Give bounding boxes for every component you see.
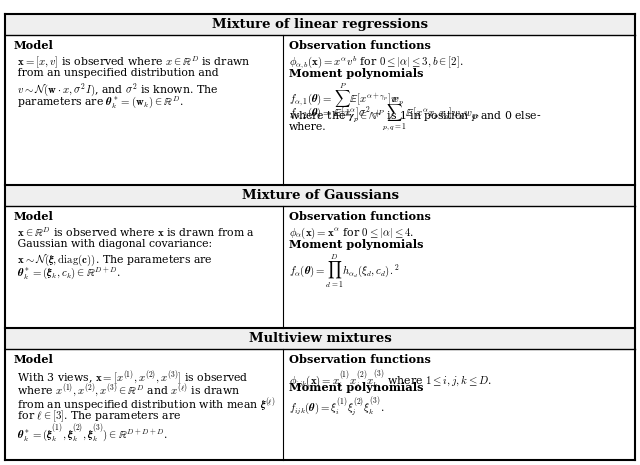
Bar — [5, 185, 635, 206]
Text: Moment polynomials: Moment polynomials — [289, 239, 424, 250]
Text: $\phi_\alpha(\mathbf{x}) = \mathbf{x}^\alpha$ for $0 \leq |\alpha| \leq 4$.: $\phi_\alpha(\mathbf{x}) = \mathbf{x}^\a… — [289, 226, 414, 241]
Text: where $x^{(1)}, x^{(2)}, x^{(3)} \in \mathbb{R}^D$ and $x^{(\ell)}$ is drawn: where $x^{(1)}, x^{(2)}, x^{(3)} \in \ma… — [14, 382, 240, 399]
Text: $\mathbf{x} \in \mathbb{R}^D$ is observed where $\mathbf{x}$ is drawn from a: $\mathbf{x} \in \mathbb{R}^D$ is observe… — [14, 226, 255, 239]
Text: Model: Model — [14, 354, 54, 365]
Text: Observation functions: Observation functions — [289, 354, 431, 365]
Text: $\mathbf{x} \sim \mathcal{N}(\boldsymbol{\xi}, \mathrm{diag}(\mathbf{c}))$. The : $\mathbf{x} \sim \mathcal{N}(\boldsymbol… — [14, 252, 212, 268]
Text: for $\ell \in [3]$. The parameters are: for $\ell \in [3]$. The parameters are — [14, 409, 181, 425]
Text: where the $\boldsymbol{\gamma}_p \in \mathbb{N}^P$ is 1 in position $p$ and 0 el: where the $\boldsymbol{\gamma}_p \in \ma… — [289, 108, 541, 125]
Text: Gaussian with diagonal covariance:: Gaussian with diagonal covariance: — [14, 239, 212, 249]
Text: $f_{ijk}(\boldsymbol{\theta}) = \xi_i^{(1)} \xi_j^{(2)} \xi_k^{(3)}$.: $f_{ijk}(\boldsymbol{\theta}) = \xi_i^{(… — [289, 396, 385, 418]
Text: $f_{\alpha,1}(\boldsymbol{\theta}) = \sum_{p=1}^{P} \mathbb{E}[x^{\alpha+\gamma_: $f_{\alpha,1}(\boldsymbol{\theta}) = \su… — [289, 81, 404, 119]
Bar — [5, 328, 635, 349]
Text: Observation functions: Observation functions — [289, 211, 431, 222]
Text: Moment polynomials: Moment polynomials — [289, 68, 424, 79]
Text: $\boldsymbol{\theta}_k^* = (\boldsymbol{\xi}_k^{(1)}, \boldsymbol{\xi}_k^{(2)}, : $\boldsymbol{\theta}_k^* = (\boldsymbol{… — [14, 423, 168, 444]
Bar — [5, 14, 635, 35]
Text: $\mathbf{x} = [x, v]$ is observed where $x \in \mathbb{R}^D$ is drawn: $\mathbf{x} = [x, v]$ is observed where … — [14, 54, 251, 71]
Text: $f_{\alpha,2}(\boldsymbol{\theta}) = \mathbb{E}[x^\alpha]\sigma^2+\sum_{p,q=1}^{: $f_{\alpha,2}(\boldsymbol{\theta}) = \ma… — [289, 95, 480, 132]
Text: Observation functions: Observation functions — [289, 40, 431, 51]
Text: $\phi_{ijk}(\mathbf{x}) = x_i^{(1)} x_j^{(2)} x_k^{(3)}$ where $1 \leq i, j, k \: $\phi_{ijk}(\mathbf{x}) = x_i^{(1)} x_j^… — [289, 368, 492, 391]
Text: $v \sim \mathcal{N}(\mathbf{w} \cdot x, \sigma^2 I)$, and $\sigma^2$ is known. T: $v \sim \mathcal{N}(\mathbf{w} \cdot x, … — [14, 81, 218, 98]
Text: parameters are $\boldsymbol{\theta}_k^* = (\mathbf{w}_k) \in \mathbb{R}^D$.: parameters are $\boldsymbol{\theta}_k^* … — [14, 95, 184, 111]
Text: Mixture of linear regressions: Mixture of linear regressions — [212, 18, 428, 31]
Text: $f_\alpha(\boldsymbol{\theta}) = \prod_{d=1}^{D} h_{\alpha_d}(\xi_d, c_d).^2$: $f_\alpha(\boldsymbol{\theta}) = \prod_{… — [289, 252, 400, 290]
Text: where.: where. — [289, 122, 326, 132]
Text: $\boldsymbol{\theta}_k^* = (\boldsymbol{\xi}_k, c_k) \in \mathbb{R}^{D+D}$.: $\boldsymbol{\theta}_k^* = (\boldsymbol{… — [14, 266, 121, 282]
Text: Moment polynomials: Moment polynomials — [289, 382, 424, 393]
Text: Multiview mixtures: Multiview mixtures — [248, 332, 392, 345]
Text: from an unspecified distribution and: from an unspecified distribution and — [14, 68, 219, 78]
Text: With 3 views, $\mathbf{x} = [x^{(1)}, x^{(2)}, x^{(3)}]$ is observed: With 3 views, $\mathbf{x} = [x^{(1)}, x^… — [14, 368, 248, 387]
Text: $\phi_{\alpha,b}(\mathbf{x}) = x^\alpha v^b$ for $0 \leq |\alpha| \leq 3, b \in : $\phi_{\alpha,b}(\mathbf{x}) = x^\alpha … — [289, 54, 463, 71]
Text: Model: Model — [14, 211, 54, 222]
Text: Mixture of Gaussians: Mixture of Gaussians — [241, 189, 399, 202]
Text: from an unspecified distribution with mean $\boldsymbol{\xi}^{(\ell)}$: from an unspecified distribution with me… — [14, 396, 275, 413]
Text: Model: Model — [14, 40, 54, 51]
